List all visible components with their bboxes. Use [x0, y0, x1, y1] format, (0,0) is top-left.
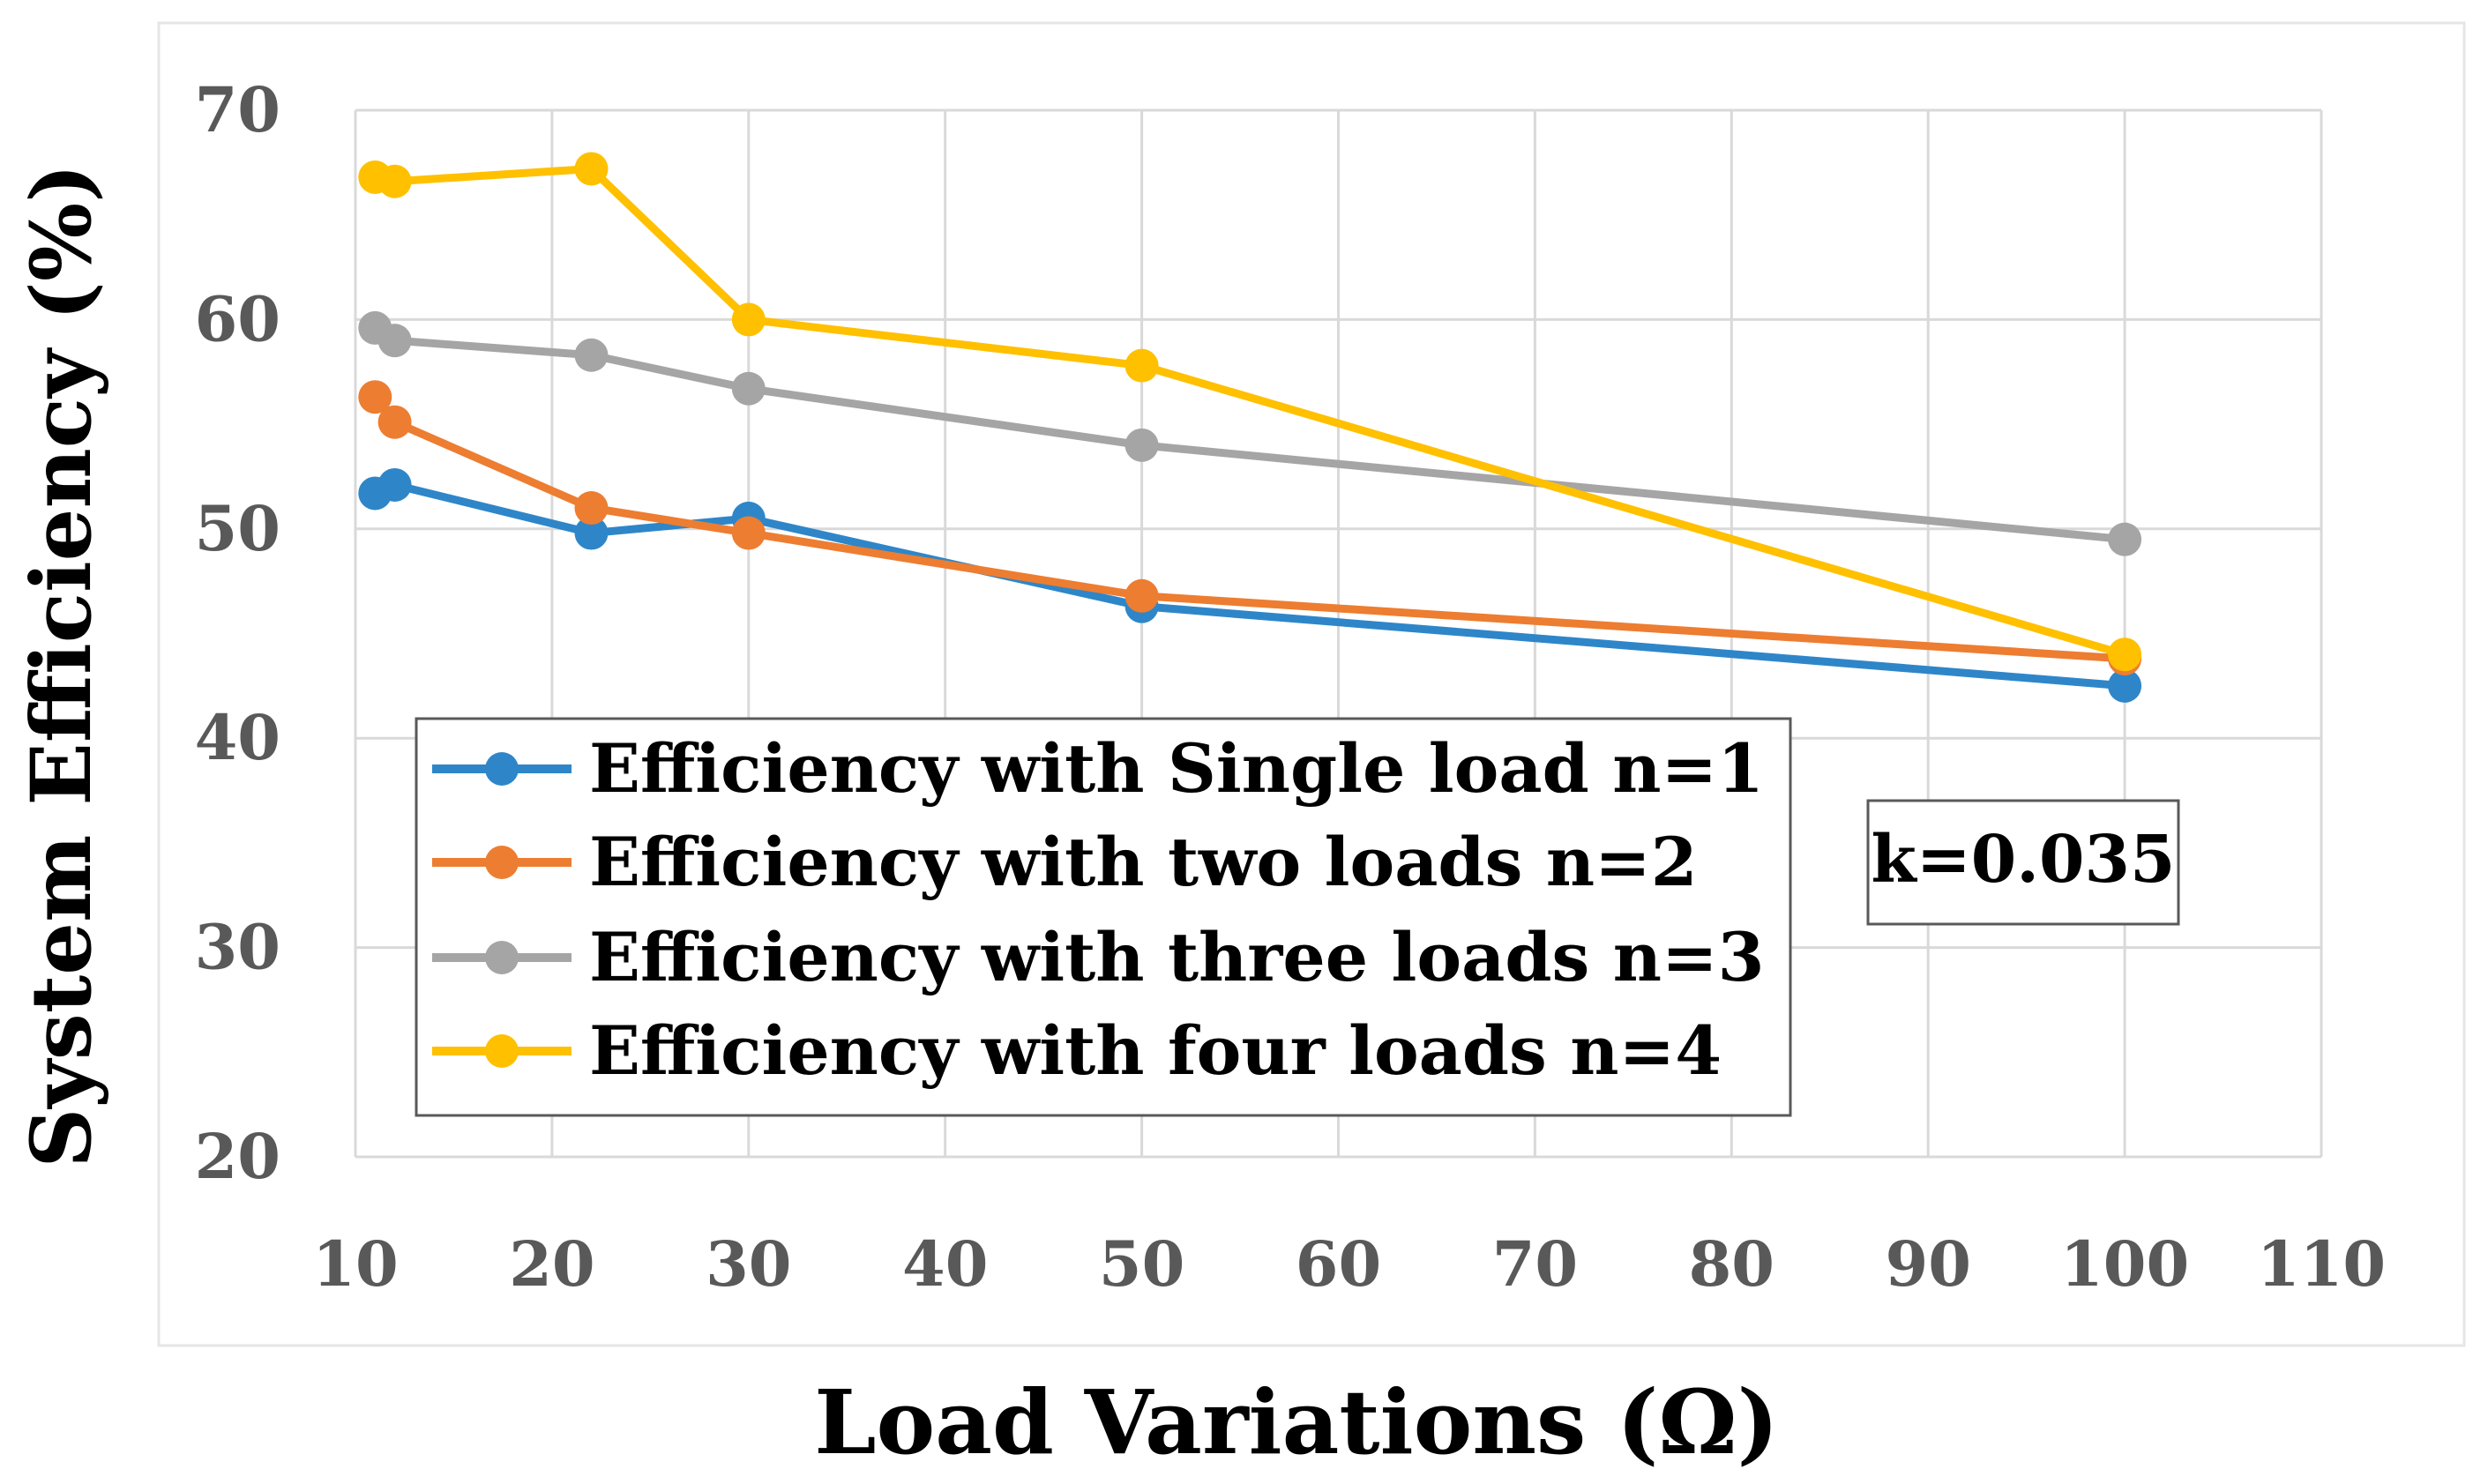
series-4-point — [731, 302, 766, 337]
series-1-point — [377, 467, 412, 502]
series-2-point — [377, 405, 412, 439]
legend-box — [415, 717, 1792, 1117]
x-tick-label: 70 — [1492, 1227, 1578, 1301]
annotation: k=0.035 — [1866, 799, 2180, 926]
series-4-point — [377, 164, 412, 198]
series-4-point — [1124, 348, 1159, 383]
legend-label-2: Efficiency with two loads n=2 — [589, 823, 1698, 901]
series-3-point — [574, 338, 609, 372]
legend-swatch-marker-3 — [485, 941, 519, 974]
series-1-point — [574, 516, 609, 550]
annotation-box — [1866, 799, 2180, 926]
x-tick-label: 10 — [312, 1227, 398, 1301]
series-3-point — [377, 324, 412, 358]
series-1-point — [2108, 668, 2142, 703]
legend-label-4: Efficiency with four loads n=4 — [589, 1011, 1722, 1090]
x-tick-label: 80 — [1689, 1227, 1774, 1301]
series-4-point — [574, 152, 609, 186]
chart-frame — [157, 21, 2466, 1347]
x-tick-label: 40 — [902, 1227, 988, 1301]
x-axis-title: Load Variations (Ω) — [814, 1370, 1779, 1474]
annotation-text: k=0.035 — [1872, 822, 2176, 898]
tick-layer: 10 20 30 40 50 60 70 80 90 100 110 20 30 40 50 60 70 — [195, 73, 2386, 1301]
series-2-point — [1124, 578, 1159, 613]
legend-label-3: Efficiency with three loads n=3 — [589, 918, 1765, 996]
series-layer — [358, 152, 2142, 703]
y-tick-label: 30 — [195, 911, 280, 984]
y-axis-title: System Efficiency (%) — [13, 163, 110, 1167]
y-tick-label: 70 — [195, 73, 280, 146]
series-3-point — [731, 371, 766, 406]
y-tick-label: 20 — [195, 1120, 280, 1193]
series-2-point — [358, 380, 392, 414]
x-tick-label: 30 — [706, 1227, 791, 1301]
legend: Efficiency with Single load n=1 Efficienc… — [415, 717, 1792, 1117]
x-tick-label: 90 — [1885, 1227, 1970, 1301]
series-4-point — [2108, 638, 2142, 672]
x-tick-label: 110 — [2257, 1227, 2386, 1301]
legend-label-1: Efficiency with Single load n=1 — [589, 729, 1764, 808]
legend-swatch-marker-1 — [485, 752, 519, 786]
legend-swatch-marker-4 — [485, 1034, 519, 1068]
series-3-point — [2108, 522, 2142, 556]
legend-entries: Efficiency with Single load n=1 Efficienc… — [432, 729, 1765, 1090]
y-tick-label: 50 — [195, 492, 280, 565]
y-tick-label: 40 — [195, 701, 280, 774]
x-tick-label: 20 — [509, 1227, 594, 1301]
series-2-point — [574, 491, 609, 526]
y-tick-label: 60 — [195, 282, 280, 355]
series-2-point — [731, 516, 766, 550]
x-tick-label: 60 — [1296, 1227, 1381, 1301]
series-3-point — [1124, 428, 1159, 462]
x-tick-label: 100 — [2060, 1227, 2189, 1301]
x-tick-label: 50 — [1099, 1227, 1184, 1301]
legend-swatch-marker-2 — [485, 846, 519, 879]
